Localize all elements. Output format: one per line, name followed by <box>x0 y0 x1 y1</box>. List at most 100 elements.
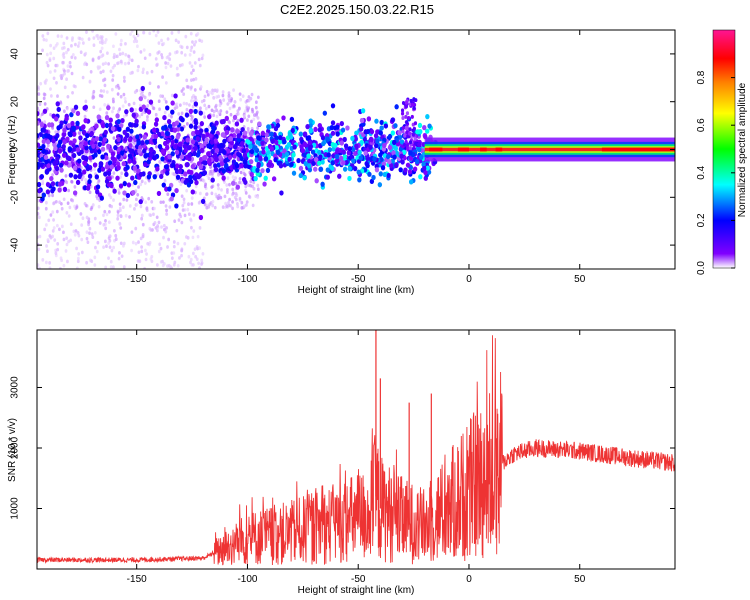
spectrogram-cell <box>238 180 241 185</box>
spectrogram-cell <box>119 175 122 179</box>
spectrogram-cell <box>138 103 142 108</box>
spectrogram-cell <box>103 171 108 177</box>
spectrogram-cell <box>112 188 117 194</box>
spectrogram-cell <box>417 147 422 153</box>
spectrogram-cell <box>37 198 40 203</box>
spectrogram-cell <box>128 147 133 153</box>
spectrogram-cell <box>215 114 219 119</box>
spectrogram-cell <box>335 157 340 164</box>
spectrogram-cell <box>367 171 372 177</box>
spectrogram-cell <box>375 138 380 145</box>
spectrogram-cell <box>173 93 178 99</box>
spectrogram-cell <box>306 153 311 159</box>
spectrogram-cell <box>218 154 223 161</box>
spectrogram-cell <box>72 84 76 88</box>
spectrogram-cell <box>115 54 119 59</box>
spectrogram-cell <box>139 125 142 130</box>
spectrogram-cell <box>124 52 128 57</box>
spectrogram-cell <box>146 115 149 119</box>
spectrogram-cell <box>115 113 120 119</box>
spectrogram-cell <box>224 129 230 136</box>
spectrogram-cell <box>425 128 430 134</box>
spectrogram-cell <box>177 168 183 174</box>
spectrogram-cell <box>192 50 196 54</box>
spectrogram-cell <box>63 69 66 73</box>
spectrogram-cell <box>149 228 153 232</box>
spectrogram-cell <box>193 118 198 124</box>
spectrogram-cell <box>286 142 292 148</box>
spectrogram-cell <box>242 159 247 165</box>
spectrogram-cell <box>188 178 194 185</box>
spectrogram-cell <box>152 30 156 33</box>
spectrogram-cell <box>107 241 111 245</box>
spectrogram-cell <box>88 79 92 84</box>
spectrogram-cell <box>88 155 93 161</box>
spectrogram-cell <box>368 144 373 150</box>
spectrogram-cell <box>208 144 213 150</box>
spectrogram-cell <box>92 89 96 94</box>
spectrogram-cell <box>73 104 79 110</box>
spectrogram-cell <box>134 118 139 124</box>
spectrogram-cell <box>37 212 40 216</box>
colorbar-tick-label: 0.2 <box>696 213 707 227</box>
spectrogram-cell <box>421 165 427 172</box>
spectrogram-cell <box>207 204 211 209</box>
spectrogram-cell <box>39 81 43 86</box>
spectrogram-cell <box>187 254 191 259</box>
spectrogram-cell <box>110 151 116 157</box>
spectrogram-cell <box>170 256 174 260</box>
snr-y-axis-label: SNR (10 * v/v) <box>7 418 18 482</box>
spectrogram-cell <box>183 213 187 218</box>
spectrogram-cell <box>252 186 256 191</box>
spectrogram-cell <box>201 251 205 256</box>
spectrogram-cell <box>137 64 140 69</box>
spectrogram-cell <box>42 37 46 42</box>
spectrogram-cell <box>190 64 194 69</box>
spectrogram-cell <box>65 50 68 55</box>
spectrogram-cell <box>90 232 94 236</box>
spectrogram-cell <box>84 178 88 182</box>
spectrogram-cell <box>242 130 248 136</box>
spectrogram-cell <box>414 141 418 146</box>
spectrogram-cell <box>174 38 178 43</box>
spectrogram-cell <box>45 189 51 195</box>
spectrogram-cell <box>116 210 120 214</box>
spectrogram-cell <box>146 109 152 115</box>
spectrogram-cell <box>314 178 319 184</box>
spectrogram-cell <box>75 205 79 210</box>
x-tick-label: 0 <box>466 574 472 585</box>
spectrogram-cell <box>249 183 252 188</box>
spectrogram-cell <box>120 171 124 176</box>
spectrogram-cell <box>93 152 98 158</box>
spectrogram-cell <box>243 204 246 209</box>
spectrogram-cell <box>116 61 119 66</box>
spectrogram-cell <box>42 92 46 97</box>
spectrogram-cell <box>212 88 216 93</box>
colorbar-tick-label: 0.0 <box>696 261 707 275</box>
spectrogram-cell <box>77 158 82 164</box>
spectrogram-cell <box>246 139 251 145</box>
spectrogram-cell <box>141 222 145 227</box>
spectrogram-cell <box>188 52 192 57</box>
spectrogram-cell <box>226 176 230 180</box>
spectrogram-cell <box>366 116 372 122</box>
spectrogram-cell <box>54 251 58 255</box>
spectrogram-cell <box>329 125 334 131</box>
spectrogram-cell <box>104 114 110 121</box>
spectrogram-cell <box>39 122 45 128</box>
spectrogram-cell <box>174 102 177 107</box>
spectrogram-cell <box>274 145 279 151</box>
y-tick-label: -40 <box>10 237 21 252</box>
spectrogram-cell <box>57 187 62 193</box>
spectrogram-cell <box>185 188 189 193</box>
spectrogram-cell <box>207 104 211 109</box>
spectrogram-cell <box>356 169 361 175</box>
spectrogram-cell <box>284 151 290 158</box>
spectrogram-cell <box>165 208 168 213</box>
spectrogram-cell <box>307 145 313 152</box>
colorbar-tick-label: 0.8 <box>696 70 707 84</box>
spectrogram-cell <box>193 61 197 65</box>
spectrogram-cell <box>116 136 121 143</box>
spectrogram-cell <box>52 56 56 61</box>
